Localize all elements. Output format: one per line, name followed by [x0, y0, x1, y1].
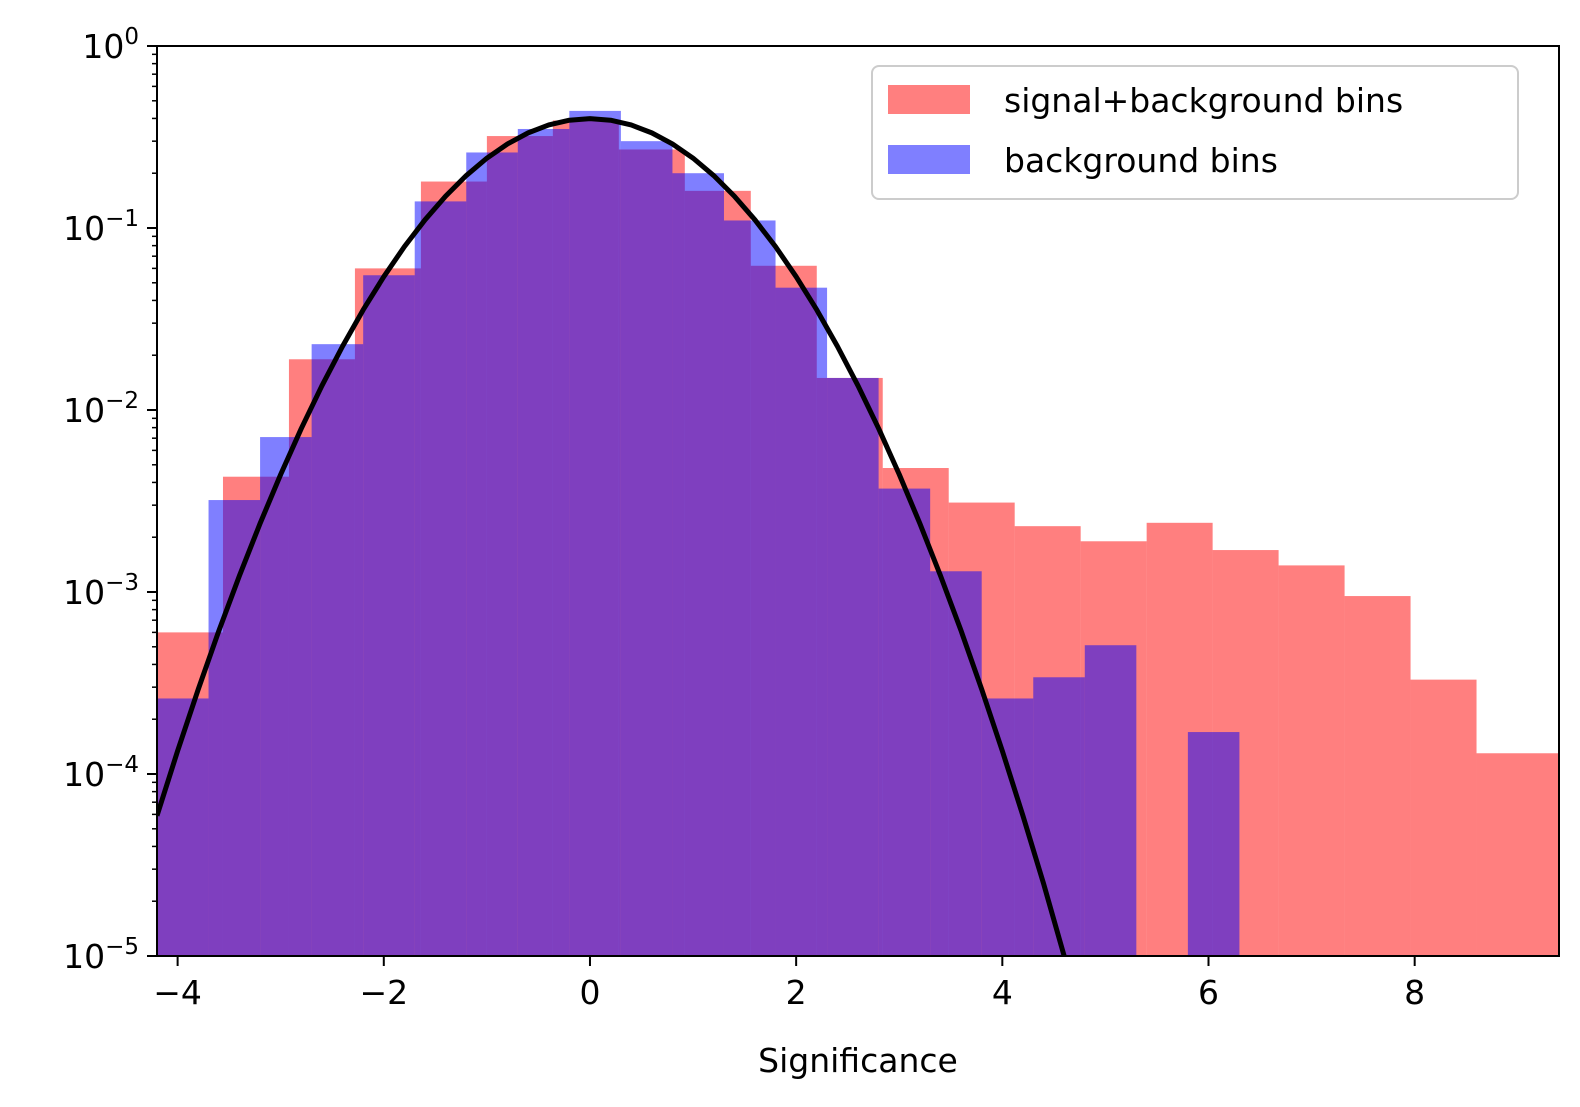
plot-frame: [156, 45, 1560, 957]
histogram-bar: [1187, 732, 1240, 956]
histogram-bar: [1084, 645, 1137, 956]
x-tick-label: 6: [1198, 973, 1219, 1012]
y-tick-label: 100: [82, 24, 139, 66]
histogram-bar: [723, 220, 776, 956]
histogram-bar: [363, 275, 415, 956]
y-tick-label: 10−5: [63, 934, 139, 976]
histogram-bar: [1410, 679, 1477, 956]
x-tick-label: 4: [992, 973, 1013, 1012]
legend-label: background bins: [1004, 141, 1278, 180]
histogram-bar: [1344, 596, 1411, 956]
histogram-bar: [1542, 753, 1559, 956]
histogram-bar: [569, 110, 621, 956]
histogram-bar: [208, 500, 261, 956]
histogram-bar: [414, 201, 467, 956]
x-axis-label: Significance: [758, 1041, 958, 1080]
histogram-bar: [827, 377, 879, 956]
legend-label: signal+background bins: [1004, 81, 1403, 120]
histogram-bar: [672, 173, 724, 956]
y-tick-label: 10−3: [63, 570, 139, 612]
histogram-bar: [466, 152, 518, 956]
histogram-bar: [620, 141, 673, 956]
histogram-bar: [1278, 565, 1345, 956]
histogram-bar: [311, 344, 364, 956]
legend-swatch: [888, 145, 970, 174]
legend-swatch: [888, 85, 970, 114]
histogram-bar: [1476, 753, 1543, 956]
axes: −4 −2 0 2 4 6 8 100 10−1 10−2 10−3 10−4 10−5: [63, 24, 1560, 1012]
histogram-bar: [878, 488, 931, 956]
y-tick-label: 10−4: [63, 752, 139, 794]
y-tick-label: 10−2: [63, 388, 139, 430]
histogram-bar: [517, 128, 570, 956]
legend: signal+background bins background bins: [871, 65, 1519, 200]
x-tick-label: 2: [786, 973, 807, 1012]
histogram-bar: [775, 287, 828, 956]
x-tick-label: 8: [1404, 973, 1425, 1012]
plot-area: [157, 110, 1559, 956]
histogram-bar: [260, 437, 312, 956]
x-tick-label: −4: [153, 973, 202, 1012]
x-tick-label: −2: [359, 973, 408, 1012]
histogram-bar: [1033, 677, 1085, 956]
histogram-bar: [930, 571, 982, 956]
x-tick-label: 0: [579, 973, 600, 1012]
histogram-series-1: [157, 110, 1240, 956]
gaussian-curve: [157, 116, 1067, 956]
legend-box: [871, 65, 1519, 200]
y-tick-label: 10−1: [63, 206, 139, 248]
